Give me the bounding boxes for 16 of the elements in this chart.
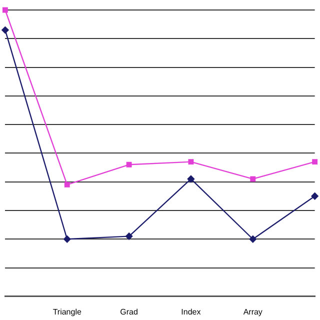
point	[312, 159, 318, 165]
point	[125, 232, 133, 240]
x-tick-label: Grad	[120, 307, 138, 316]
point	[249, 236, 256, 243]
point	[187, 175, 195, 183]
x-tick-label: Index	[181, 307, 201, 316]
point	[126, 162, 132, 168]
point	[2, 26, 9, 34]
point	[2, 7, 8, 13]
x-tick-label: Array	[243, 307, 262, 316]
x-tick-label: Triangle	[52, 307, 82, 316]
point	[250, 176, 256, 182]
point	[311, 192, 318, 200]
point	[64, 236, 71, 243]
point	[64, 182, 70, 188]
point	[188, 159, 194, 165]
